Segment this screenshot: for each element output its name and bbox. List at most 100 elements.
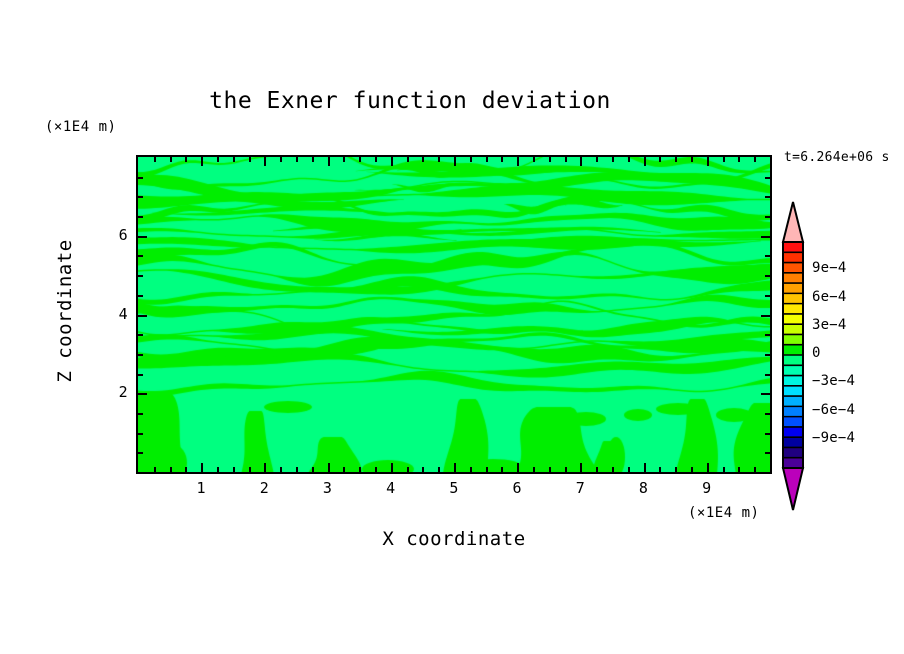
tick-x-top [170,157,172,162]
tick-x-bottom [296,467,298,472]
x-tick-label: 8 [638,479,649,497]
tick-x-bottom [185,467,187,472]
tick-x-bottom [328,463,330,472]
tick-x-top [391,157,393,166]
colorbar-band [783,313,803,325]
colorbar-band [783,272,803,284]
tick-x-bottom [343,467,345,472]
tick-y-left [138,236,147,238]
tick-y-left [138,413,143,415]
colorbar-band [783,344,803,356]
tick-x-bottom [438,467,440,472]
x-tick-label: 1 [196,479,206,497]
colorbar-band [783,303,803,315]
x-tick-label: 6 [512,479,522,497]
tick-x-top [486,157,488,162]
x-tick-label: 2 [259,479,270,497]
colorbar-band [783,416,803,428]
tick-x-bottom [454,463,456,472]
colorbar-band [783,252,803,264]
tick-x-top [454,157,456,166]
colorbar-band [783,426,803,438]
colorbar[interactable] [780,200,806,512]
tick-x-top [312,157,314,162]
tick-y-left [138,295,143,297]
colorbar-band [783,365,803,377]
tick-x-bottom [517,463,519,472]
colorbar-band [783,385,803,397]
colorbar-band [783,324,803,336]
x-axis-unit-label: (×1E4 m) [688,505,760,521]
tick-x-top [185,157,187,162]
tick-y-right [765,413,770,415]
tick-x-bottom [691,467,693,472]
colorbar-band [783,334,803,346]
contour-plot-area[interactable] [136,155,772,474]
tick-x-top [217,157,219,162]
colorbar-band [783,437,803,449]
tick-x-top [359,157,361,162]
tick-x-top [644,157,646,166]
tick-x-bottom [565,467,567,472]
tick-x-top [596,157,598,162]
tick-x-bottom [628,467,630,472]
tick-x-top [233,157,235,162]
y-tick-label: 2 [118,383,128,402]
tick-x-top [296,157,298,162]
tick-y-right [765,216,770,218]
tick-y-right [765,374,770,376]
tick-x-top [470,157,472,162]
tick-y-right [765,196,770,198]
tick-x-top [675,157,677,162]
tick-x-top [723,157,725,162]
tick-x-top [580,157,582,166]
timestamp-label: t=6.264e+06 s [784,150,890,165]
tick-x-bottom [533,467,535,472]
tick-x-bottom [375,467,377,472]
tick-x-bottom [312,467,314,472]
tick-y-right [765,354,770,356]
tick-y-left [138,315,147,317]
tick-x-bottom [422,467,424,472]
tick-x-top [517,157,519,166]
colorbar-band [783,242,803,253]
tick-y-right [765,334,770,336]
tick-y-left [138,374,143,376]
tick-x-top [628,157,630,162]
colorbar-tick-label: 0 [812,345,821,361]
colorbar-tick-label: −6e−4 [812,401,856,418]
x-axis-title: X coordinate [382,528,526,550]
tick-x-top [280,157,282,162]
tick-x-top [154,157,156,162]
tick-x-bottom [659,467,661,472]
tick-x-top [612,157,614,162]
tick-x-bottom [723,467,725,472]
tick-x-top [407,157,409,162]
tick-x-bottom [470,467,472,472]
colorbar-band [783,293,803,305]
colorbar-tick-label: 9e−4 [812,260,847,277]
tick-y-right [765,255,770,257]
tick-x-top [343,157,345,162]
tick-y-left [138,216,143,218]
tick-y-right [761,393,770,395]
tick-x-bottom [675,467,677,472]
y-tick-label: 4 [118,304,128,323]
colorbar-tick-label: 6e−4 [812,288,847,305]
tick-x-bottom [580,463,582,472]
x-tick-label: 9 [702,479,712,497]
tick-x-bottom [596,467,598,472]
tick-y-right [765,295,770,297]
tick-x-bottom [738,467,740,472]
x-tick-label: 4 [386,479,396,497]
tick-y-right [761,236,770,238]
tick-y-right [765,275,770,277]
colorbar-band [783,406,803,418]
tick-x-top [201,157,203,166]
tick-y-left [138,452,143,454]
tick-x-top [533,157,535,162]
colorbar-band [783,375,803,387]
tick-y-right [765,177,770,179]
tick-x-top [328,157,330,166]
colorbar-band [783,283,803,294]
